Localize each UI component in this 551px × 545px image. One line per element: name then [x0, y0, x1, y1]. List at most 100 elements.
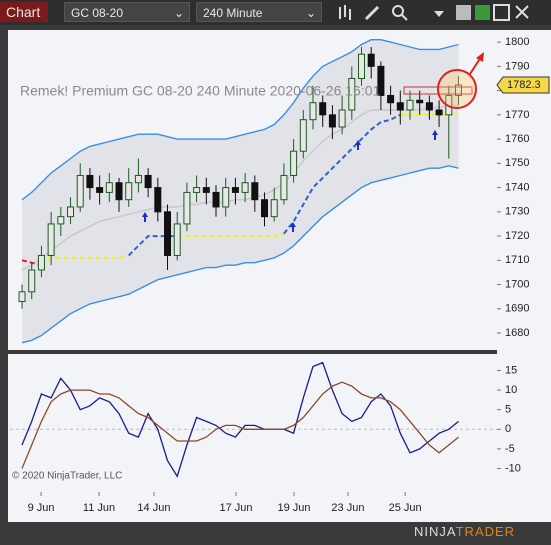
highlight-arrow — [469, 56, 482, 75]
candle-body — [154, 187, 162, 213]
candle-body — [105, 182, 113, 193]
window-green[interactable] — [475, 5, 490, 20]
close[interactable] — [515, 5, 529, 19]
candle-body — [76, 174, 84, 208]
candle-body — [425, 102, 433, 111]
signal-arrow — [142, 212, 148, 222]
y-tick-label: -10 — [505, 462, 521, 474]
candle-body — [261, 199, 269, 218]
bars-icon[interactable] — [339, 5, 351, 20]
candle-body — [328, 114, 336, 128]
y-tick-label: 1700 — [505, 278, 529, 290]
interval-select[interactable]: 240 Minute ⌄ — [196, 2, 322, 22]
candle-body — [358, 53, 366, 79]
candle-body — [241, 182, 249, 193]
osc-layer — [10, 361, 497, 478]
y-tick-label: 1720 — [505, 230, 529, 242]
instrument-select[interactable]: GC 08-20 ⌄ — [64, 2, 190, 22]
x-tick-label: 23 Jun — [331, 502, 364, 514]
candle-body — [115, 182, 123, 201]
candle-body — [57, 216, 65, 225]
candle-body — [454, 84, 462, 96]
candle-body — [37, 254, 45, 271]
price-axis — [497, 30, 551, 492]
y-tick-label: 10 — [505, 384, 517, 396]
candle-body — [367, 53, 375, 67]
candle-body — [435, 109, 443, 116]
window-gray[interactable] — [456, 5, 471, 20]
candle-body — [387, 94, 395, 104]
y-tick-label: 1800 — [505, 36, 529, 48]
oscillator-panel — [8, 354, 497, 492]
candle-body — [173, 223, 181, 256]
candle-body — [164, 211, 172, 256]
signal-arrow — [355, 140, 361, 150]
line — [21, 104, 459, 271]
y-tick-label: 1760 — [505, 133, 529, 145]
x-tick-label: 25 Jun — [389, 502, 422, 514]
y-tick-label: 1680 — [505, 327, 529, 339]
candle-body — [222, 187, 230, 208]
toolbar: Chart GC 08-20 ⌄ 240 Minute ⌄ — [0, 0, 551, 25]
candle-body — [67, 206, 75, 218]
x-tick-label: 19 Jun — [277, 502, 310, 514]
line — [21, 381, 459, 469]
candle-body — [86, 174, 94, 189]
candle-body — [309, 102, 317, 121]
arrowhead — [476, 52, 484, 62]
logo: NINJATRADER — [414, 524, 515, 539]
zoom-icon[interactable] — [392, 5, 408, 21]
candle-body — [144, 174, 152, 189]
candle-body — [28, 269, 36, 293]
candle-body — [251, 182, 259, 201]
chart: Remek! Premium GC 08-20 240 Minute 2020-… — [0, 25, 551, 545]
y-tick-label: 1730 — [505, 206, 529, 218]
candle-body — [270, 199, 278, 218]
chart-button[interactable]: Chart — [0, 2, 48, 22]
candle-body — [338, 109, 346, 128]
candle-body — [212, 191, 220, 208]
maximize[interactable] — [493, 4, 510, 21]
signal-arrows — [142, 130, 438, 232]
candle-body — [193, 187, 201, 193]
x-tick-label: 9 Jun — [28, 502, 55, 514]
instrument: GC 08-20 — [71, 6, 124, 20]
candle-body — [18, 291, 26, 303]
x-tick-label: 14 Jun — [137, 502, 170, 514]
y-tick-label: 1690 — [505, 303, 529, 315]
time-axis — [8, 492, 551, 522]
y-tick-label: 1740 — [505, 181, 529, 193]
candle-body — [319, 102, 327, 116]
menu-icon[interactable] — [434, 11, 444, 17]
y-tick-label: 0 — [505, 423, 511, 435]
y-tick-label: 1710 — [505, 254, 529, 266]
dropdown-caret: ⌄ — [305, 6, 316, 20]
dropdown-caret: ⌄ — [173, 6, 184, 20]
candle-body — [280, 174, 288, 201]
candle-body — [377, 65, 385, 96]
footer — [8, 522, 551, 545]
candle-body — [96, 187, 104, 193]
y-tick-label: 15 — [505, 364, 517, 376]
candle-body — [125, 182, 133, 201]
y-tick-label: 1750 — [505, 157, 529, 169]
logo-first: NINJA — [414, 524, 456, 539]
signal-arrow — [290, 222, 296, 232]
y-tick-label: 1790 — [505, 60, 529, 72]
candle-body — [290, 150, 298, 176]
watermark: © 2020 NinjaTrader, LLC — [12, 471, 122, 482]
signal-arrow — [432, 130, 438, 140]
y-tick-label: -5 — [505, 443, 515, 455]
highlight-circle — [437, 69, 477, 109]
candle-body — [47, 223, 55, 256]
draw-icon[interactable] — [364, 5, 380, 21]
candle-body — [202, 187, 210, 193]
y-tick-label: 1770 — [505, 109, 529, 121]
price-marker — [496, 76, 550, 94]
candle-body — [396, 102, 404, 111]
x-tick-label: 11 Jun — [83, 502, 115, 514]
candle-body — [406, 99, 414, 111]
line — [21, 165, 459, 344]
candle-body — [299, 119, 307, 152]
